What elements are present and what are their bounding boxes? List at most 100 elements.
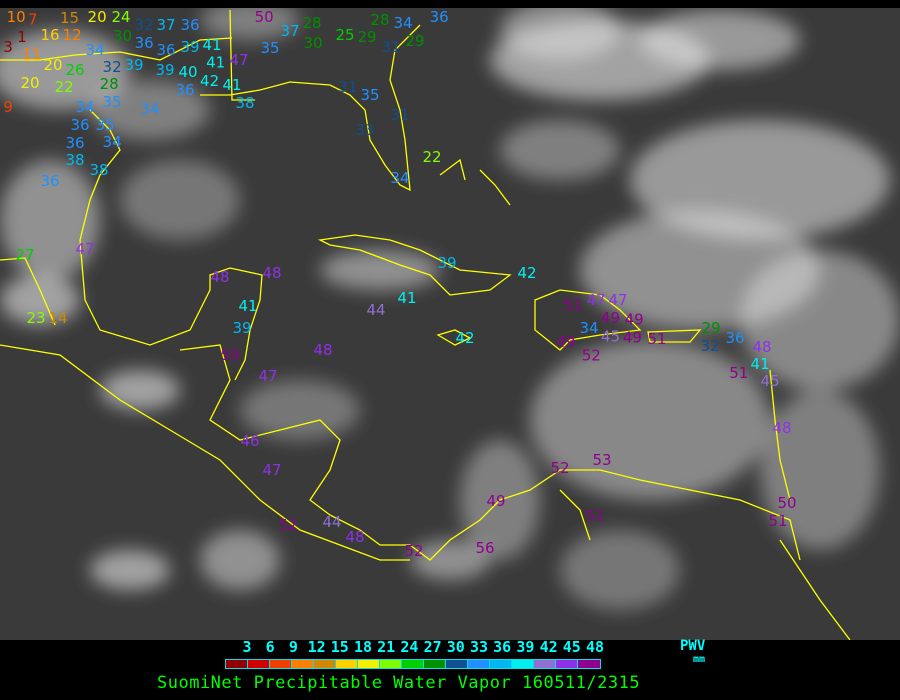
station-pwv-label: 52 [278, 516, 297, 534]
station-pwv-label: 3 [3, 38, 13, 56]
legend-tick: 3 [242, 638, 252, 656]
legend-unit-label: PWV [680, 638, 706, 654]
station-pwv-label: 23 [26, 309, 45, 327]
station-pwv-label: 16 [40, 26, 59, 44]
station-pwv-label: 1 [17, 28, 27, 46]
station-pwv-label: 31 [338, 78, 357, 96]
legend-tick: 39 [516, 638, 535, 656]
station-pwv-label: 30 [113, 27, 132, 45]
cloud [0, 30, 130, 110]
station-pwv-label: 37 [280, 22, 299, 40]
legend-tick: 27 [423, 638, 442, 656]
station-pwv-label: 50 [255, 8, 274, 26]
legend-tick: 6 [265, 638, 275, 656]
station-pwv-label: 52 [582, 347, 601, 365]
station-pwv-label: 51 [647, 330, 666, 348]
station-pwv-label: 27 [15, 246, 34, 264]
legend-tick: 48 [585, 638, 605, 656]
legend-tick: 18 [353, 638, 373, 656]
cloud [560, 530, 680, 610]
station-pwv-label: 28 [370, 11, 389, 29]
station-pwv-label: 51 [729, 364, 748, 382]
station-pwv-label: 51 [563, 296, 582, 314]
coastline [0, 344, 410, 561]
cloud [200, 8, 300, 40]
legend-tick: 36 [493, 638, 512, 656]
legend-color-swatch [490, 660, 512, 668]
coastline [436, 329, 472, 346]
station-pwv-label: 22 [422, 148, 441, 166]
station-pwv-label: 35 [102, 93, 121, 111]
station-pwv-label: 41 [206, 54, 225, 72]
station-pwv-label: 32 [701, 337, 720, 355]
cloud [0, 275, 80, 325]
cloud [630, 120, 890, 240]
legend-color-swatch [380, 660, 402, 668]
station-pwv-label: 34 [75, 98, 94, 116]
station-pwv-label: 7 [28, 11, 38, 29]
cloud [500, 120, 620, 180]
station-pwv-label: 39 [124, 56, 143, 74]
station-pwv-label: 15 [60, 9, 79, 27]
legend-tick: 42 [539, 638, 558, 656]
legend-color-swatch [270, 660, 292, 668]
legend-color-swatch [292, 660, 314, 668]
legend-color-swatch [314, 660, 336, 668]
station-pwv-label: 33 [355, 121, 374, 139]
station-pwv-label: 10 [7, 8, 26, 26]
station-pwv-label: 47 [258, 367, 277, 385]
coastline [200, 24, 421, 192]
station-pwv-label: 47 [229, 51, 248, 69]
coastline [317, 234, 512, 296]
cloud-layer [0, 8, 900, 610]
legend-tick-labels: 3 6 9 12 15 18 21 24 27 30 33 36 39 42 45 48 [0, 638, 900, 656]
station-pwv-label: 36 [40, 172, 59, 190]
station-pwv-label: 29 [405, 32, 424, 50]
station-pwv-label: 41 [751, 355, 770, 373]
station-pwv-label: 31 [390, 106, 409, 124]
station-pwv-label: 48 [752, 338, 771, 356]
station-pwv-label: 40 [178, 63, 197, 81]
legend-color-swatch [336, 660, 358, 668]
station-pwv-label: 47 [262, 461, 281, 479]
coastline [439, 158, 511, 206]
cloud [0, 160, 100, 280]
station-pwv-label: 39 [180, 38, 199, 56]
station-pwv-label: 42 [200, 72, 219, 90]
station-pwv-label: 36 [156, 41, 175, 59]
station-pwv-label: 42 [455, 329, 474, 347]
coastline [179, 344, 801, 561]
cloud [410, 540, 490, 580]
legend-color-swatch [578, 660, 600, 668]
coastlines [0, 9, 851, 640]
station-pwv-label: 49 [556, 333, 575, 351]
legend-color-swatch [358, 660, 380, 668]
station-pwv-label: 24 [111, 8, 130, 26]
station-pwv-label: 34 [103, 133, 122, 151]
coastline [779, 539, 851, 640]
legend-tick: 21 [377, 638, 396, 656]
station-pwv-label: 45 [761, 372, 780, 390]
coastline [0, 37, 233, 61]
station-pwv-label: 49 [601, 309, 620, 327]
station-pwv-label: 48 [345, 528, 364, 546]
station-pwv-label: 41 [202, 36, 221, 54]
color-scale-bar [225, 659, 601, 669]
station-pwv-label: 34 [85, 41, 104, 59]
station-pwv-label: 45 [601, 328, 620, 346]
station-pwv-label: 39 [437, 254, 456, 272]
station-pwv-label: 20 [43, 56, 62, 74]
station-pwv-label: 51 [585, 507, 604, 525]
station-pwv-label: 36 [725, 329, 744, 347]
station-pwv-label: 51 [768, 512, 787, 530]
station-pwv-label: 22 [55, 78, 74, 96]
station-pwv-label: 36 [65, 134, 84, 152]
station-pwv-label: 44 [366, 301, 385, 319]
station-pwv-label: 50 [777, 494, 796, 512]
station-pwv-label: 12 [63, 26, 82, 44]
cloud [500, 8, 620, 60]
station-pwv-label: 31 [381, 38, 400, 56]
station-pwv-label: 35 [260, 39, 279, 57]
station-pwv-label: 39 [155, 61, 174, 79]
